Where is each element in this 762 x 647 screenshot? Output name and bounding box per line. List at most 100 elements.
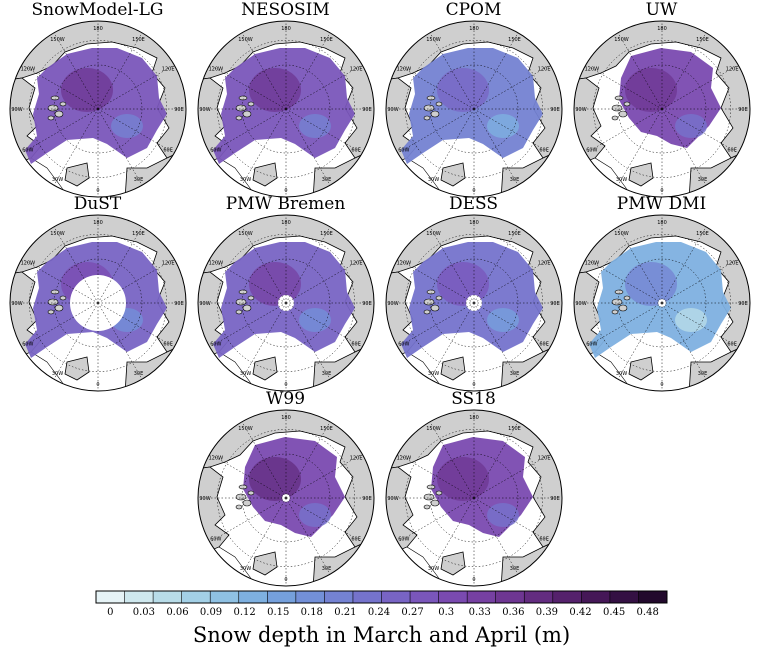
land-greenland-coast	[628, 356, 654, 381]
longitude-label: 90W	[11, 107, 22, 113]
longitude-label: 90E	[362, 107, 372, 113]
panel-title: NESOSIM	[241, 0, 330, 20]
latitude-circle	[429, 64, 519, 154]
meridian-line	[617, 108, 663, 186]
longitude-label: 0	[660, 188, 663, 194]
longitude-label: 150E	[508, 426, 521, 432]
meridian-line	[473, 226, 519, 304]
longitude-label: 60E	[351, 342, 361, 348]
meridian-line	[285, 108, 363, 154]
map-frame	[197, 20, 375, 198]
longitude-label: 120W	[397, 67, 412, 73]
island	[430, 110, 440, 118]
island	[623, 101, 631, 107]
island	[423, 504, 431, 510]
meridian-line	[241, 421, 287, 499]
meridian-line	[53, 108, 99, 186]
latitude-circle	[241, 258, 331, 348]
island	[618, 304, 628, 312]
colorbar-swatch	[295, 591, 325, 603]
latitude-circle	[217, 429, 355, 567]
longitude-label: 150E	[508, 231, 521, 237]
longitude-label: 180	[657, 220, 667, 226]
latitude-circle	[217, 40, 355, 178]
meridian-line	[97, 64, 175, 110]
longitude-label: 30E	[698, 177, 708, 183]
island	[623, 295, 631, 301]
island	[242, 304, 252, 312]
colorbar-swatch	[238, 591, 268, 603]
meridian-line	[209, 108, 287, 154]
longitude-label: 150E	[696, 231, 709, 237]
longitude-label: 150E	[132, 231, 145, 237]
panel-title: DESS	[448, 194, 499, 214]
colorbar-swatch	[181, 591, 211, 603]
panel-ss18: SS18 180 150E 120E 90E 60E 30E 0 30W 60W 90W 120W 1…	[381, 389, 566, 589]
snow-depth-low	[487, 503, 519, 527]
map-frame	[197, 409, 375, 587]
panel-title: DuST	[73, 194, 122, 214]
land-greenland-coast	[440, 356, 466, 381]
land-greenland-coast	[440, 551, 466, 576]
snow-depth-low	[299, 308, 331, 332]
panel-title: CPOM	[445, 0, 502, 20]
colorbar-tick-label: 0.12	[233, 607, 255, 618]
map-frame	[197, 214, 375, 392]
meridian-line	[241, 302, 287, 380]
meridian-line	[53, 302, 99, 380]
longitude-label: 120W	[209, 261, 224, 267]
latitude-circle	[429, 258, 519, 348]
island	[423, 309, 431, 315]
longitude-label: 30W	[616, 371, 627, 377]
meridian-line	[585, 108, 663, 154]
panel-title: W99	[265, 389, 306, 409]
island	[235, 298, 247, 306]
longitude-label: 30E	[698, 371, 708, 377]
colorbar-label: Snow depth in March and April (m)	[192, 623, 571, 647]
panel-title: PMW DMI	[616, 194, 707, 214]
meridian-line	[473, 108, 519, 186]
island	[423, 104, 435, 112]
colorbar-tick-label: 0.48	[637, 607, 659, 618]
longitude-label: 60W	[210, 148, 221, 154]
meridian-line	[397, 258, 475, 304]
meridian-line	[661, 258, 739, 304]
longitude-label: 90W	[387, 301, 398, 307]
island	[47, 298, 59, 306]
longitude-label: 60E	[351, 148, 361, 154]
longitude-label: 60W	[398, 537, 409, 543]
snow-depth-map: 180 150E 120E 90E 60E 30E 0 30W 60W 90W 120W 150W	[197, 20, 375, 198]
latitude-circle	[217, 234, 355, 372]
meridian-line	[285, 108, 331, 186]
longitude-label: 60W	[398, 148, 409, 154]
longitude-label: 60W	[398, 342, 409, 348]
island	[618, 110, 628, 118]
meridian-line	[241, 108, 287, 186]
snow-depth-low	[675, 308, 707, 332]
map-frame	[573, 20, 751, 198]
colorbar-tick-label: 0.3	[438, 607, 454, 618]
latitude-circle	[405, 429, 543, 567]
snow-depth-map: 180 150E 120E 90E 60E 30E 0 30W 60W 90W 120W 150W	[9, 20, 187, 198]
meridian-line	[285, 32, 331, 110]
longitude-label: 150W	[426, 231, 441, 237]
meridian-line	[473, 421, 519, 499]
latitude-circle	[241, 453, 331, 543]
meridian-line	[285, 497, 363, 543]
meridian-line	[53, 32, 99, 110]
meridian-line	[21, 64, 99, 110]
longitude-label: 120E	[538, 67, 551, 73]
longitude-label: 90E	[362, 496, 372, 502]
snow-depth-map: 180 150E 120E 90E 60E 30E 0 30W 60W 90W 120W 150W	[9, 214, 187, 392]
land-greenland-coast	[252, 551, 278, 576]
panel-dess: DESS 180 150E 120E 90E 60E 30E 0 30W 60W 90W 120W 1…	[381, 194, 566, 394]
longitude-label: 90W	[575, 107, 586, 113]
meridian-line	[209, 453, 287, 499]
longitude-label: 0	[96, 382, 99, 388]
snow-depth-low	[675, 114, 707, 138]
map-frame	[573, 214, 751, 392]
longitude-label: 180	[281, 220, 291, 226]
meridian-line	[585, 64, 663, 110]
meridian-line	[285, 258, 363, 304]
panel-title: SnowModel-LG	[31, 0, 164, 20]
